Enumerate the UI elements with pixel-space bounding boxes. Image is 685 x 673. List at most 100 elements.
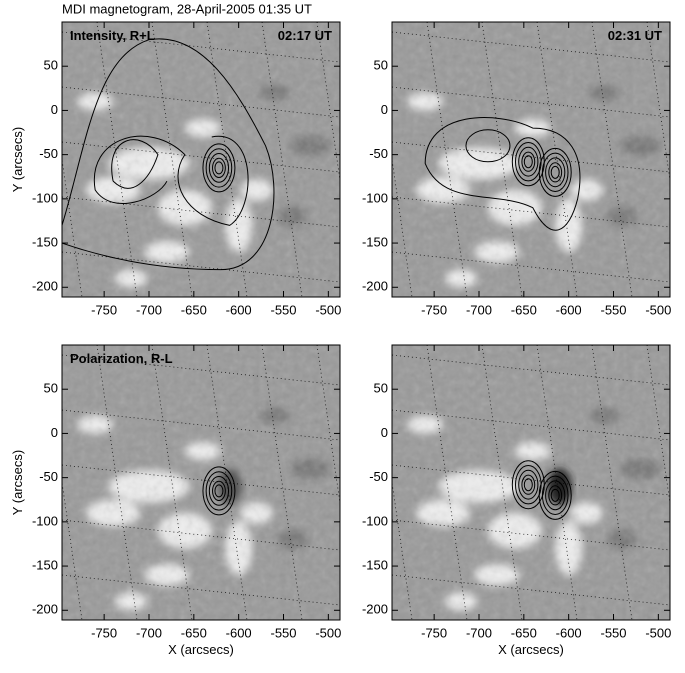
panel: -750 -700 -650 -600 -550 -500 50 0 -50 -100 -150 -2… [10, 21, 341, 317]
contour [93, 135, 249, 226]
plot-frame [391, 344, 671, 621]
y-tick-label: 0 [51, 425, 58, 440]
panel: -750 -700 -650 -600 -550 -500 50 0 -50 -100 -150 -2… [362, 21, 671, 317]
contour [208, 153, 230, 183]
contour [550, 165, 560, 179]
plot-frame [61, 344, 341, 621]
y-axis-label: Y (arcsecs) [10, 127, 25, 193]
contour [465, 129, 511, 163]
x-axis-label: X (arcsecs) [168, 642, 234, 657]
y-tick-label: 50 [374, 381, 388, 396]
x-tick-label: -750 [91, 302, 117, 317]
y-tick-label: 0 [381, 102, 388, 117]
figure-title: MDI magnetogram, 28-April-2005 01:35 UT [62, 1, 312, 16]
y-tick-label: -200 [32, 279, 58, 294]
contour [212, 157, 226, 179]
contour [202, 466, 236, 516]
y-tick-label: -150 [32, 234, 58, 249]
contour [523, 155, 533, 169]
contour [62, 38, 275, 271]
x-tick-label: -650 [511, 625, 537, 640]
magnetogram-image [392, 345, 670, 620]
plot-frame [61, 21, 341, 298]
contour [518, 469, 539, 500]
contour [111, 139, 159, 189]
contour [550, 488, 560, 502]
contour [545, 157, 566, 188]
y-tick-label: 50 [44, 381, 58, 396]
y-tick-label: -50 [369, 469, 388, 484]
contour [521, 151, 536, 172]
x-tick-label: -500 [645, 625, 671, 640]
x-tick-label: -700 [136, 302, 162, 317]
y-tick-label: -150 [362, 234, 388, 249]
y-tick-label: 0 [51, 102, 58, 117]
image-noise [392, 22, 670, 297]
contours [511, 460, 572, 520]
panel-label: Polarization, R-L [70, 351, 173, 366]
contours [62, 38, 275, 271]
panel: -750 -700 -650 -600 -550 -500 50 0 -50 -100 -150 -2… [10, 344, 341, 657]
y-tick-label: -150 [32, 557, 58, 572]
x-tick-label: -600 [556, 625, 582, 640]
contour [538, 147, 572, 197]
contour [205, 148, 233, 188]
x-tick-label: -550 [270, 302, 296, 317]
contour [538, 470, 572, 520]
contour [521, 474, 536, 495]
contour [202, 143, 236, 193]
x-tick-label: -600 [226, 625, 252, 640]
x-tick-label: -500 [315, 302, 341, 317]
x-tick-label: -500 [315, 625, 341, 640]
x-tick-label: -650 [511, 302, 537, 317]
x-tick-label: -550 [600, 625, 626, 640]
x-tick-label: -550 [270, 625, 296, 640]
magnetogram-image [62, 345, 340, 620]
y-tick-label: -100 [362, 513, 388, 528]
y-tick-label: 0 [381, 425, 388, 440]
y-tick-label: -100 [362, 190, 388, 205]
contour [541, 152, 569, 193]
y-tick-label: -50 [39, 146, 58, 161]
contour [424, 117, 581, 231]
y-tick-label: 50 [44, 58, 58, 73]
y-tick-label: -150 [362, 557, 388, 572]
panel-label: Intensity, R+L [70, 28, 155, 43]
y-axis-label: Y (arcsecs) [10, 450, 25, 516]
y-tick-label: -200 [362, 602, 388, 617]
y-tick-label: 50 [374, 58, 388, 73]
contour [518, 146, 539, 177]
contour [541, 475, 569, 516]
magnetogram-image [62, 22, 340, 297]
x-tick-label: -500 [645, 302, 671, 317]
panel-time: 02:31 UT [608, 28, 662, 43]
x-tick-label: -750 [421, 302, 447, 317]
x-tick-label: -550 [600, 302, 626, 317]
x-tick-label: -600 [226, 302, 252, 317]
image-noise [62, 345, 340, 620]
contour [214, 484, 224, 498]
x-tick-label: -700 [466, 625, 492, 640]
y-tick-label: -200 [362, 279, 388, 294]
y-tick-label: -50 [39, 469, 58, 484]
y-tick-label: -100 [32, 190, 58, 205]
plot-frame [391, 21, 671, 298]
x-tick-label: -750 [421, 625, 447, 640]
contour [214, 161, 224, 175]
x-tick-label: -700 [136, 625, 162, 640]
x-tick-label: -600 [556, 302, 582, 317]
x-tick-label: -650 [181, 302, 207, 317]
contour [548, 485, 563, 506]
x-tick-label: -700 [466, 302, 492, 317]
x-tick-label: -650 [181, 625, 207, 640]
contour [208, 476, 230, 506]
panel-time: 02:17 UT [278, 28, 332, 43]
y-tick-label: -50 [369, 146, 388, 161]
magnetogram-image [392, 22, 670, 297]
contours [202, 466, 236, 516]
image-noise [392, 345, 670, 620]
contour [548, 162, 563, 183]
contour [212, 480, 226, 502]
y-tick-label: -100 [32, 513, 58, 528]
